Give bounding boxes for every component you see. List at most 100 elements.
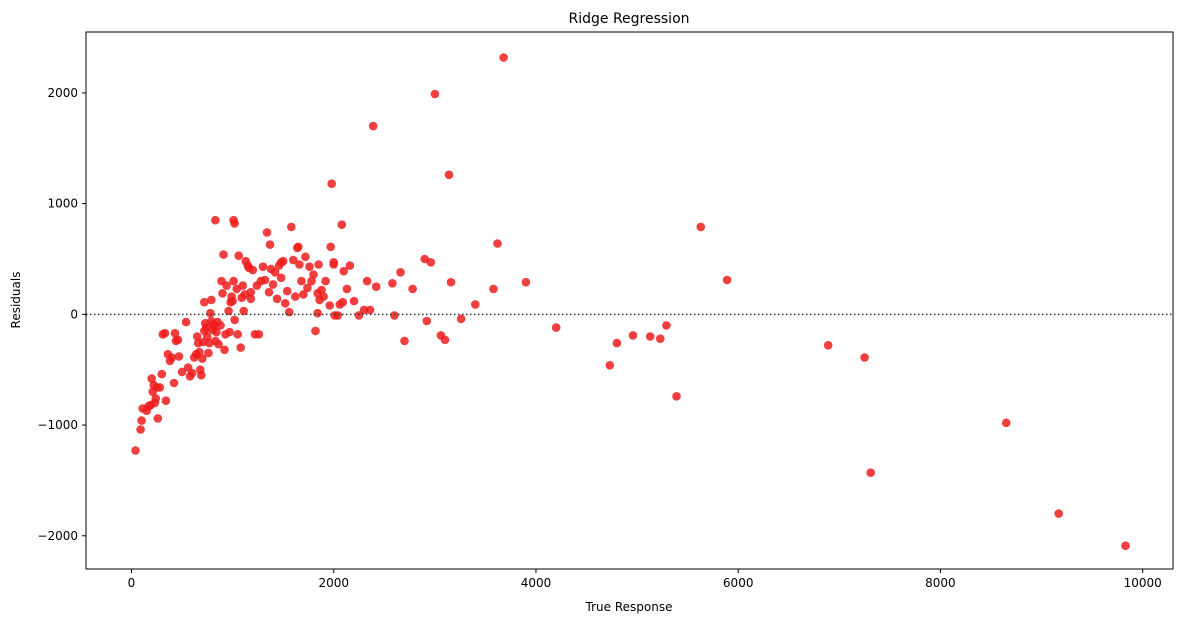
data-point (197, 370, 206, 380)
data-point (222, 281, 231, 290)
data-point (181, 317, 191, 327)
data-point (430, 89, 440, 99)
data-point (321, 276, 330, 286)
data-point (628, 331, 638, 340)
data-point (345, 261, 355, 270)
data-point (151, 394, 161, 403)
x-tick-label: 8000 (925, 576, 956, 590)
data-point (228, 296, 237, 306)
data-point (866, 468, 875, 478)
data-point (225, 327, 234, 337)
data-point (823, 341, 833, 350)
data-point (672, 392, 681, 401)
x-axis-label: True Response (585, 600, 673, 614)
data-point (307, 276, 316, 286)
plot-area-frame (85, 31, 1174, 570)
y-axis-label: Residuals (9, 272, 23, 329)
data-point (297, 276, 306, 286)
data-point (230, 219, 239, 228)
data-point (276, 273, 286, 283)
data-point (294, 242, 303, 252)
data-point (612, 338, 622, 348)
data-point (284, 307, 294, 317)
data-point (456, 314, 466, 324)
data-point (662, 321, 671, 330)
data-point (157, 369, 167, 379)
data-point (354, 311, 364, 320)
data-point (327, 179, 337, 188)
data-point (309, 270, 318, 279)
data-point (1054, 509, 1063, 518)
y-axis-ticks: −2000 −1000 0 1000 2000 (37, 86, 86, 543)
data-point (233, 330, 242, 339)
data-point (499, 53, 508, 62)
data-point (342, 284, 352, 294)
data-point (216, 321, 225, 330)
data-point (696, 222, 706, 232)
data-point (860, 353, 869, 362)
data-point (137, 416, 146, 425)
data-point (265, 240, 275, 249)
data-point (153, 414, 163, 423)
data-point (170, 328, 180, 338)
data-point (220, 345, 229, 355)
data-point (192, 332, 202, 341)
data-point (359, 305, 369, 315)
data-point (551, 323, 561, 332)
data-point (299, 290, 308, 299)
data-point (204, 348, 213, 358)
data-point (212, 327, 221, 337)
data-point (246, 294, 256, 304)
y-tick-label: 1000 (47, 197, 78, 211)
data-point (187, 368, 197, 378)
data-point (645, 332, 655, 341)
data-point (229, 276, 238, 286)
data-point (262, 228, 272, 237)
data-point (254, 330, 264, 339)
data-point (198, 354, 207, 363)
chart-title: Ridge Regression (568, 11, 689, 27)
data-point (444, 170, 454, 180)
x-tick-label: 0 (128, 576, 136, 590)
data-point (1121, 541, 1130, 550)
data-point (248, 265, 258, 275)
data-point (167, 353, 177, 362)
x-tick-label: 4000 (521, 576, 552, 590)
data-point (200, 297, 209, 307)
data-point (329, 258, 339, 267)
data-point (264, 287, 274, 297)
data-point (230, 315, 239, 325)
data-point (313, 308, 322, 318)
data-point (280, 299, 290, 308)
data-point (295, 260, 304, 269)
data-point (388, 279, 397, 288)
data-point (173, 335, 183, 345)
data-point (440, 335, 450, 345)
data-point (174, 352, 184, 361)
y-tick-label: −2000 (37, 529, 78, 543)
data-point (282, 286, 292, 296)
data-point (131, 446, 140, 455)
data-point (349, 296, 359, 306)
data-point (258, 262, 268, 272)
data-point (371, 282, 381, 292)
x-tick-label: 10000 (1124, 576, 1162, 590)
data-point (362, 276, 372, 286)
data-point (521, 277, 531, 287)
data-point (291, 292, 300, 301)
data-point (301, 252, 310, 262)
data-point (422, 316, 432, 326)
data-point (313, 289, 322, 298)
data-point (489, 284, 498, 294)
data-point (287, 222, 296, 232)
data-point (276, 258, 286, 267)
y-tick-label: −1000 (37, 418, 78, 432)
data-point (224, 306, 233, 316)
data-point (147, 374, 156, 383)
data-point (246, 287, 256, 297)
data-point (195, 347, 204, 357)
data-point (160, 328, 170, 338)
data-point (314, 260, 323, 269)
data-point (270, 268, 280, 277)
